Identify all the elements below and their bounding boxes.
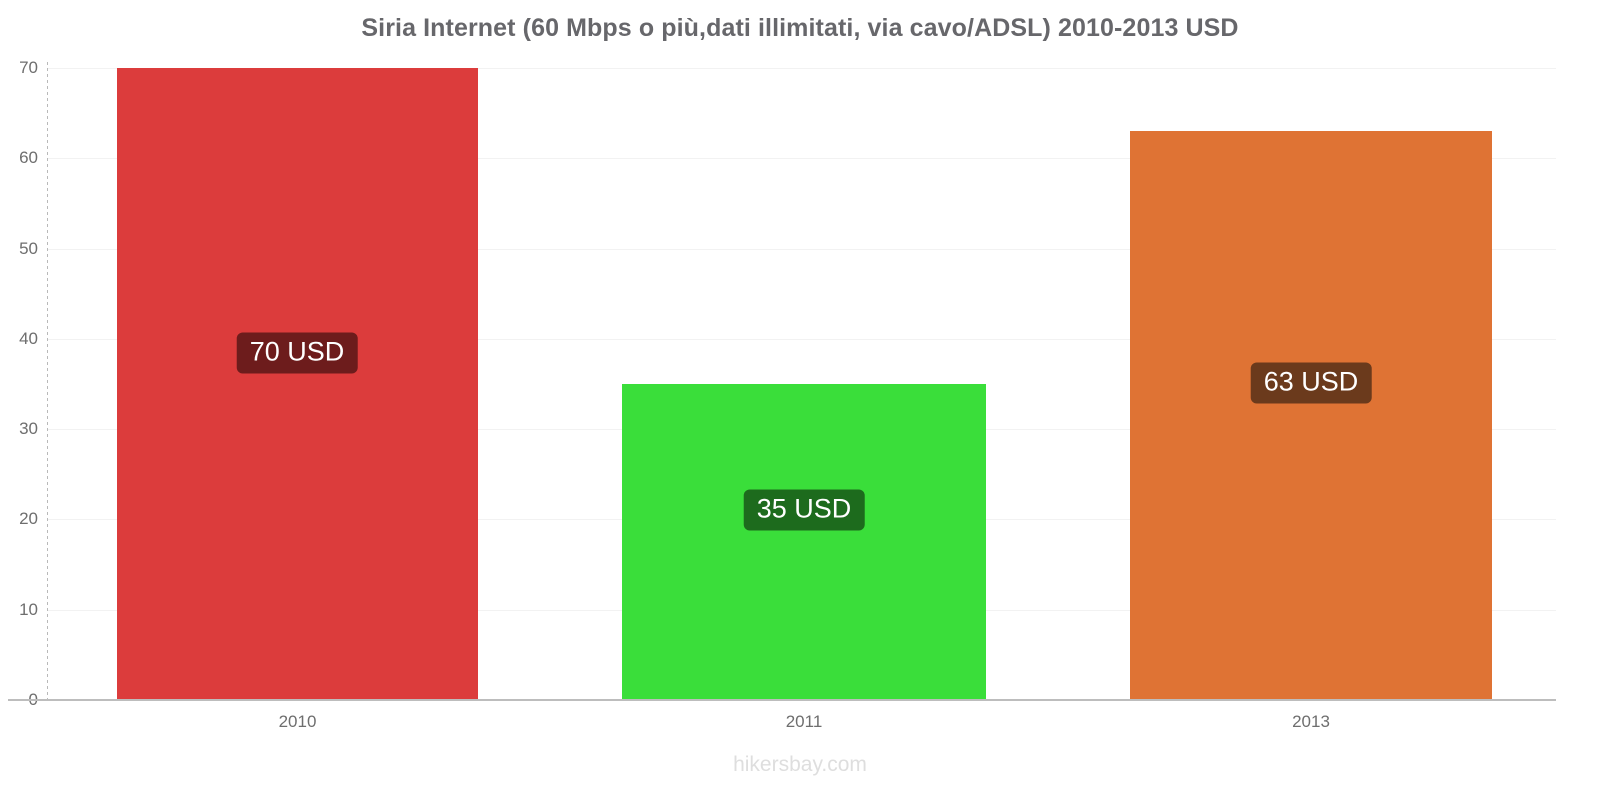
x-tick-label-2011: 2011 — [785, 712, 823, 731]
y-tick-label: 20 — [19, 509, 38, 529]
bar-2011[interactable] — [622, 384, 986, 700]
y-axis-spine — [47, 62, 48, 702]
value-label-2010: 70 USD — [236, 332, 358, 374]
y-tick-label: 60 — [19, 148, 38, 168]
footer-watermark: hikersbay.com — [733, 753, 867, 776]
bar-2013[interactable] — [1130, 131, 1492, 700]
bar-2010[interactable] — [117, 68, 478, 700]
x-tick-label-2013: 2013 — [1292, 712, 1330, 731]
y-tick-label: 50 — [19, 238, 38, 258]
y-tick-label: 10 — [19, 599, 38, 619]
y-tick-label: 70 — [19, 58, 38, 77]
value-label-2011: 35 USD — [743, 489, 865, 531]
chart-title: Siria Internet (60 Mbps o più,dati illim… — [361, 14, 1239, 42]
gridline — [48, 338, 1556, 340]
plot-area — [48, 68, 1556, 700]
gridline — [48, 248, 1556, 250]
gridline — [48, 158, 1556, 160]
value-label-2013: 63 USD — [1250, 362, 1372, 404]
gridline — [48, 68, 1556, 69]
y-tick-label: 40 — [19, 328, 38, 348]
x-axis-line — [8, 699, 1556, 701]
y-tick-label: 30 — [19, 419, 38, 439]
x-tick-label-2010: 2010 — [278, 712, 317, 731]
